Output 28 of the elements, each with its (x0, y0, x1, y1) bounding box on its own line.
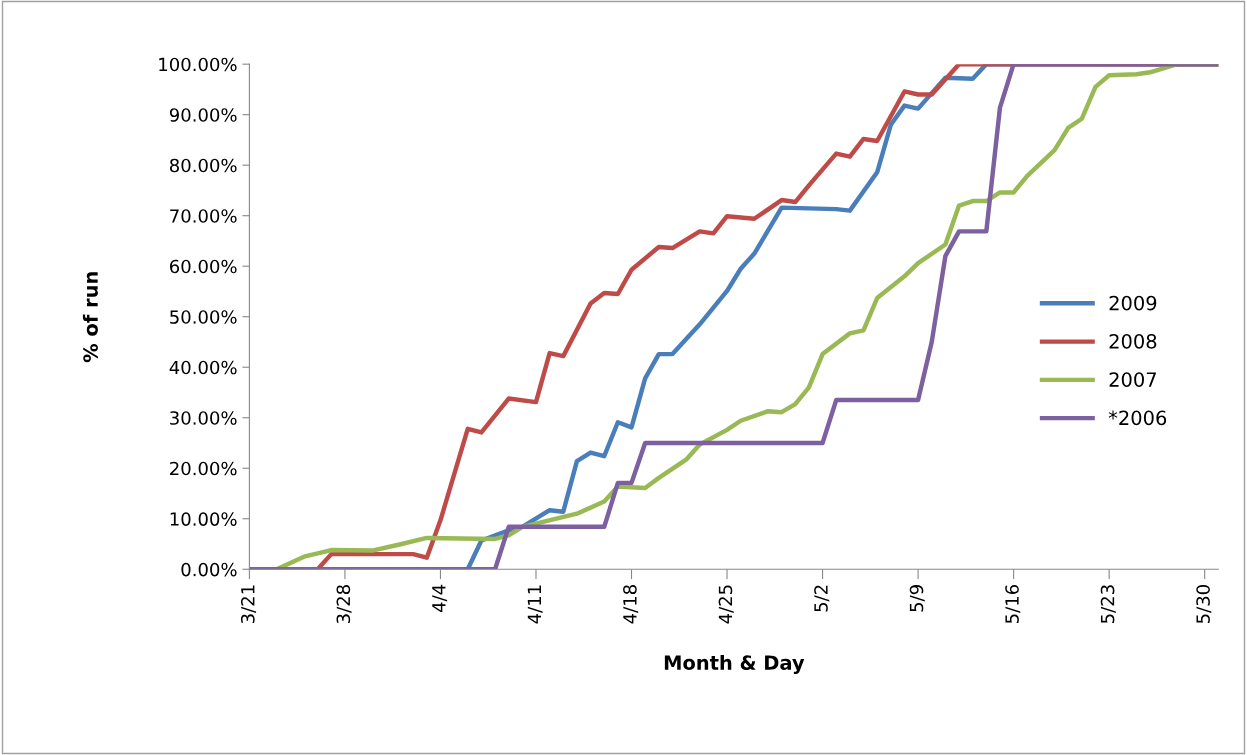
y-axis-title: % of run (82, 272, 98, 363)
legend-label: *2006 (1108, 410, 1167, 426)
x-tick-label: 5/2 (814, 585, 830, 612)
legend-label: 2009 (1109, 295, 1157, 311)
x-axis-title: Month & Day (664, 654, 805, 674)
y-tick-label: 80.00% (169, 158, 237, 173)
y-tick-label: 20.00% (170, 461, 237, 476)
legend-label: 2008 (1109, 333, 1157, 349)
x-tick-label: 5/16 (1005, 584, 1021, 624)
x-tick-label: 5/30 (1196, 585, 1212, 624)
y-tick-label: 100.00% (159, 57, 237, 72)
y-tick-label: 90.00% (169, 108, 237, 122)
x-tick-label: 3/28 (336, 585, 352, 624)
x-tick-label: 5/9 (909, 585, 925, 612)
y-tick-label: 10.00% (170, 512, 237, 526)
x-tick-label: 3/21 (240, 585, 257, 624)
x-tick-label: 4/18 (623, 585, 639, 624)
y-tick-label: 60.00% (170, 259, 237, 274)
y-tick-label: 50.00% (170, 310, 237, 324)
y-tick-label: 0.00% (181, 562, 237, 577)
y-tick-label: 40.00% (169, 360, 237, 375)
y-tick-label: 30.00% (170, 411, 237, 425)
legend-label: 2007 (1109, 372, 1156, 387)
x-tick-label: 4/25 (718, 585, 734, 624)
x-tick-label: 4/4 (432, 584, 448, 613)
y-tick-label: 70.00% (170, 209, 237, 223)
x-tick-label: 5/23 (1100, 585, 1116, 624)
x-tick-label: 4/11 (527, 585, 543, 624)
